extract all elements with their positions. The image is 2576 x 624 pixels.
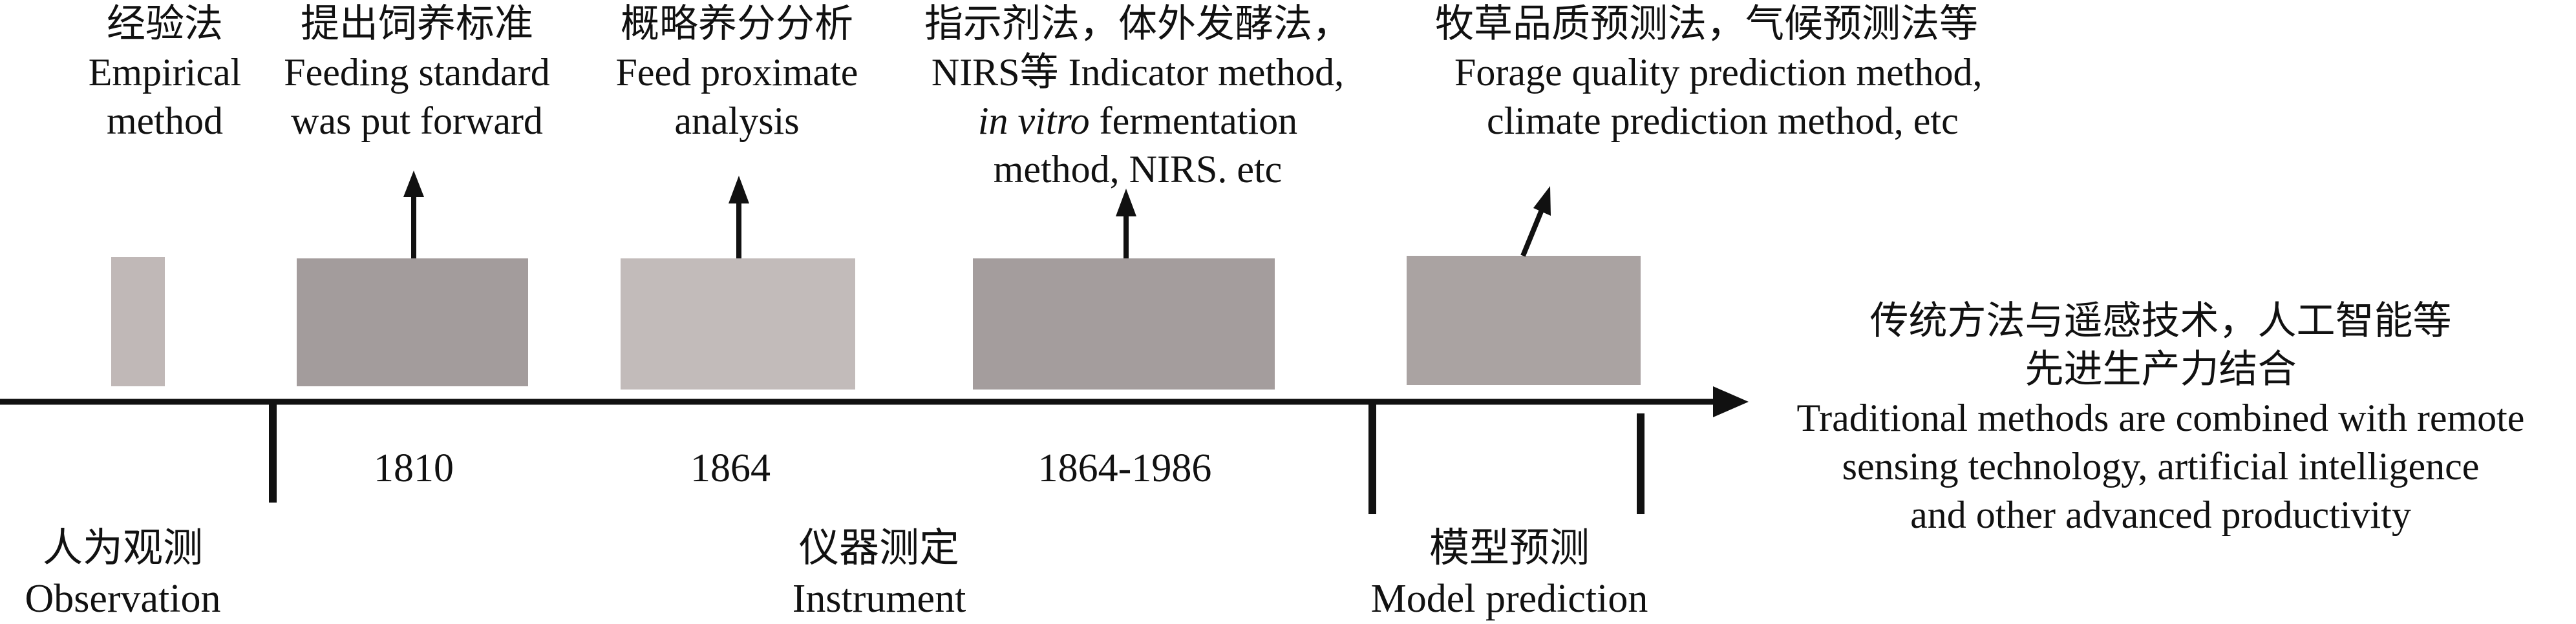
era-instrument: 仪器测定 Instrument (776, 523, 983, 624)
axis-arrowhead (1713, 386, 1749, 417)
stage-feeding-zh: 提出饲养标准 (301, 3, 533, 45)
era-instrument-en: Instrument (792, 577, 966, 621)
stage-feeding-en-2: was put forward (291, 99, 543, 142)
stage-forage-label: 牧草品质预测法，气候预测法等 Forage quality prediction… (1416, 0, 2036, 145)
stage-feeding-en-1: Feeding standard (284, 51, 550, 94)
year-1864-1986: 1864-1986 (1038, 446, 1212, 490)
in-vitro-italic: in vitro (977, 99, 1090, 142)
box-proximate (621, 258, 855, 390)
stage-forage-zh: 牧草品质预测法，气候预测法等 (1435, 3, 1978, 45)
future-zh-2: 先进生产力结合 (2025, 348, 2297, 391)
box-empirical (111, 257, 165, 386)
year-1864: 1864 (690, 446, 771, 490)
stage-empirical-label: 经验法 Empirical method (61, 0, 268, 145)
stage-indicator-en-4: method, NIRS. etc (993, 148, 1283, 191)
future-en-1: Traditional methods are combined with re… (1796, 397, 2525, 439)
era-observation: 人为观测 Observation (19, 523, 226, 624)
era-instrument-zh: 仪器测定 (798, 526, 959, 570)
arrow-indicator-head (1116, 189, 1136, 216)
stage-forage-en-2: climate prediction method, etc (1487, 99, 1959, 142)
stage-indicator-label: 指示剂法，体外发酵法， NIRS等 Indicator method, in v… (924, 0, 1351, 194)
stage-proximate-zh: 概略养分分析 (621, 3, 853, 45)
box-indicator (973, 258, 1275, 390)
fermentation-text: fermentation (1089, 99, 1298, 142)
future-description: 传统方法与遥感技术，人工智能等 先进生产力结合 Traditional meth… (1758, 297, 2563, 539)
era-model-prediction: 模型预测 Model prediction (1357, 523, 1661, 624)
stage-feeding-label: 提出饲养标准 Feeding standard was put forward (265, 0, 569, 145)
stage-proximate-en-1: Feed proximate (615, 51, 858, 94)
stage-empirical-en-1: Empirical (88, 51, 242, 94)
stage-indicator-zh: 指示剂法，体外发酵法， (924, 3, 1351, 45)
arrow-forage (1520, 209, 1544, 257)
stage-proximate-label: 概略养分分析 Feed proximate analysis (598, 0, 876, 145)
stage-forage-en-1: Forage quality prediction method, (1454, 51, 1983, 94)
arrow-forage-head (1533, 186, 1551, 216)
arrow-feeding-head (403, 171, 424, 197)
future-en-2: sensing technology, artificial intellige… (1842, 445, 2480, 488)
future-en-3: and other advanced productivity (1910, 494, 2411, 536)
arrow-proximate-head (729, 176, 749, 203)
stage-indicator-en-2: in vitro fermentation (924, 97, 1351, 145)
future-zh-1: 传统方法与遥感技术，人工智能等 (1869, 300, 2452, 342)
era-model-en: Model prediction (1370, 577, 1648, 621)
stage-empirical-en-2: method (107, 99, 223, 142)
box-feeding-standard (297, 258, 528, 386)
era-observation-zh: 人为观测 (42, 526, 203, 570)
box-forage (1407, 256, 1641, 385)
stage-indicator-en-1: NIRS等 Indicator method, (931, 51, 1345, 94)
era-model-zh: 模型预测 (1429, 526, 1590, 570)
era-observation-en: Observation (25, 577, 221, 621)
stage-proximate-en-2: analysis (674, 99, 800, 142)
year-1810: 1810 (374, 446, 454, 490)
stage-empirical-zh: 经验法 (107, 3, 223, 45)
